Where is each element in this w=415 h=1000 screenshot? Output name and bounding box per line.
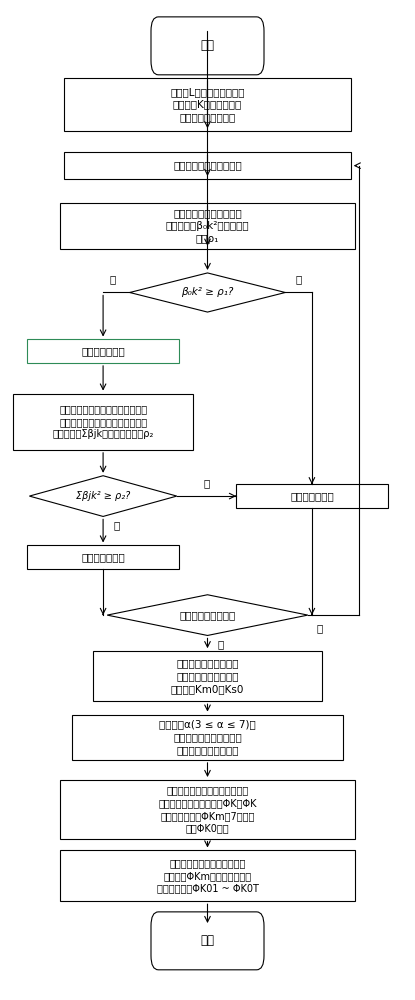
Text: 选取未分组过的目标小区: 选取未分组过的目标小区 [173, 161, 242, 171]
Text: 结束: 结束 [200, 934, 215, 947]
Text: 所有小区完成分组？: 所有小区完成分组？ [179, 610, 236, 620]
FancyBboxPatch shape [60, 780, 355, 839]
FancyBboxPatch shape [64, 78, 351, 131]
Text: 计算所有边缘用户相邻小区的分配
相同导频序列用户到本小区的大尺
度衰落系数Σβjk和二次分组阈值ρ₂: 计算所有边缘用户相邻小区的分配 相同导频序列用户到本小区的大尺 度衰落系数Σβj… [52, 404, 154, 439]
Text: 划分为边缘用户: 划分为边缘用户 [81, 552, 125, 562]
Polygon shape [29, 476, 177, 516]
Text: 否: 否 [316, 623, 322, 633]
Text: 是: 是 [218, 639, 224, 649]
Text: 获取目标小区内每个用户
的用户强度β₀k²，计算分组
阈值ρ₁: 获取目标小区内每个用户 的用户强度β₀k²，计算分组 阈值ρ₁ [166, 208, 249, 244]
FancyBboxPatch shape [27, 339, 179, 363]
Text: 开始: 开始 [200, 39, 215, 52]
FancyBboxPatch shape [27, 545, 179, 569]
Text: 是: 是 [113, 520, 120, 530]
FancyBboxPatch shape [236, 484, 388, 508]
FancyBboxPatch shape [60, 850, 355, 901]
Text: 初始化L个小区，每个小区
用户数为K，获取所有用
户的大尺度衰落系数: 初始化L个小区，每个小区 用户数为K，获取所有用 户的大尺度衰落系数 [170, 87, 245, 122]
FancyBboxPatch shape [151, 912, 264, 970]
FancyBboxPatch shape [151, 17, 264, 75]
Text: 为每个区群内的中心用户分配
导频合集ΦKm；边缘用户分别
分配导频合集ΦK01 ~ ΦK0T: 为每个区群内的中心用户分配 导频合集ΦKm；边缘用户分别 分配导频合集ΦK01 … [156, 858, 259, 894]
Text: 随机选取α(3 ≤ α ≤ 7)个
相邻小区作为一个区群，
直至所有小区选取完成: 随机选取α(3 ≤ α ≤ 7)个 相邻小区作为一个区群， 直至所有小区选取完成 [159, 719, 256, 755]
Text: 划分为边缘用户: 划分为边缘用户 [81, 346, 125, 356]
FancyBboxPatch shape [93, 651, 322, 701]
Polygon shape [130, 273, 285, 312]
Text: 按照最大中心用户数和最大边缘
用户数生成导频序列合集ΦK，ΦK
由一个复用合集ΦKm和7和正交
合集ΦK0组成: 按照最大中心用户数和最大边缘 用户数生成导频序列合集ΦK，ΦK 由一个复用合集Φ… [158, 785, 257, 833]
Text: 划分为中心用户: 划分为中心用户 [290, 491, 334, 501]
FancyBboxPatch shape [60, 203, 355, 249]
Text: 是: 是 [295, 275, 302, 285]
Text: 否: 否 [109, 275, 115, 285]
Text: β₀k² ≥ ρ₁?: β₀k² ≥ ρ₁? [181, 287, 234, 297]
FancyBboxPatch shape [13, 394, 193, 450]
FancyBboxPatch shape [64, 152, 351, 179]
Text: 计算所有小区的中心用
户数和边缘用户数，获
取最大值Km0和Ks0: 计算所有小区的中心用 户数和边缘用户数，获 取最大值Km0和Ks0 [171, 658, 244, 694]
FancyBboxPatch shape [72, 715, 343, 760]
Text: Σβjk² ≥ ρ₂?: Σβjk² ≥ ρ₂? [76, 491, 130, 501]
Polygon shape [107, 595, 308, 635]
Text: 否: 否 [203, 478, 210, 488]
